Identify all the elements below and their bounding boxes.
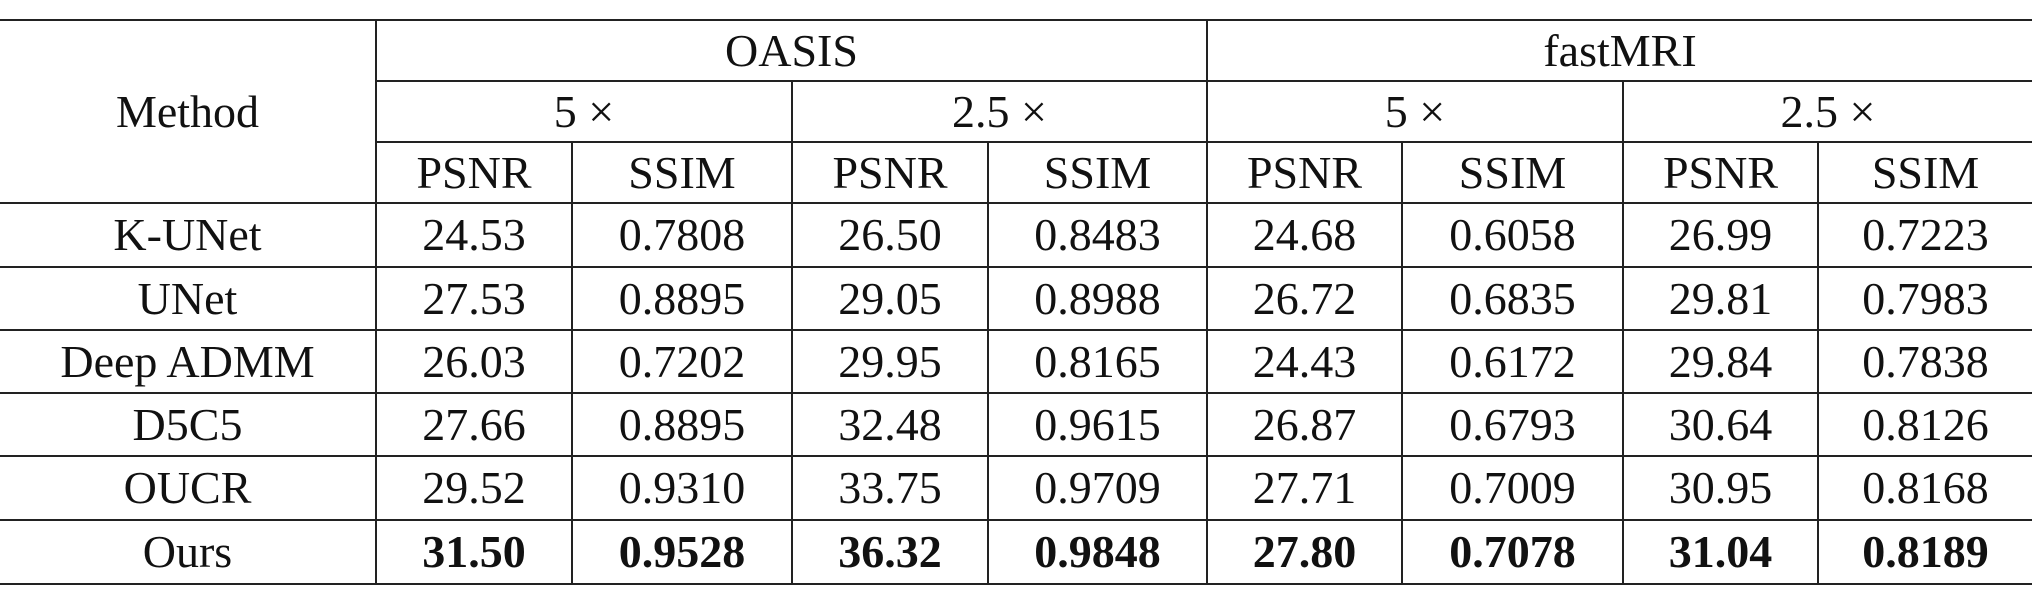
method-header: Method: [0, 19, 377, 204]
metric-value: 0.8165: [987, 329, 1208, 394]
table-row: D5C5 27.66 0.8895 32.48 0.9615 26.87 0.6793 30.…: [0, 392, 2032, 457]
metric-value: 0.9615: [987, 392, 1208, 457]
dataset-header: OASIS: [375, 19, 1208, 82]
method-name: Ours: [0, 519, 377, 585]
metric-value: 0.6793: [1401, 392, 1624, 457]
metric-header: PSNR: [1622, 141, 1819, 204]
metric-header: PSNR: [791, 141, 989, 204]
metric-value: 29.52: [375, 455, 573, 521]
table-row: K-UNet 24.53 0.7808 26.50 0.8483 24.68 0.6058 2…: [0, 202, 2032, 268]
metric-value: 36.32: [791, 519, 989, 585]
metric-value: 0.7223: [1816, 202, 2032, 268]
metric-value: 0.6172: [1401, 329, 1624, 394]
metric-value: 0.8895: [571, 392, 793, 457]
metric-value: 27.53: [375, 266, 573, 331]
metric-value: 31.50: [375, 519, 573, 585]
table-row: OUCR 29.52 0.9310 33.75 0.9709 27.71 0.7009 30.…: [0, 455, 2032, 521]
metric-value: 0.6058: [1401, 202, 1624, 268]
metric-value: 0.9310: [571, 455, 793, 521]
metric-value: 26.03: [375, 329, 573, 394]
rate-header: 2.5 ×: [791, 80, 1208, 143]
metric-value: 31.04: [1622, 519, 1819, 585]
metric-value: 0.8483: [987, 202, 1208, 268]
method-name: D5C5: [0, 392, 377, 457]
metric-value: 0.8988: [987, 266, 1208, 331]
metric-header: SSIM: [1816, 141, 2032, 204]
metric-value: 27.80: [1206, 519, 1403, 585]
table-row: Method OASIS fastMRI: [0, 19, 2032, 204]
method-name: OUCR: [0, 455, 377, 521]
method-name: Deep ADMM: [0, 329, 377, 394]
metric-header: PSNR: [375, 141, 573, 204]
metric-value: 0.8189: [1816, 519, 2032, 585]
rate-header: 5 ×: [375, 80, 793, 143]
metric-value: 26.87: [1206, 392, 1403, 457]
table-row: PSNR SSIM PSNR SSIM PSNR SSIM PSNR SSIM: [0, 141, 2032, 204]
metric-value: 0.7808: [571, 202, 793, 268]
rate-header: 2.5 ×: [1621, 80, 2032, 143]
metric-value: 0.8168: [1816, 455, 2032, 521]
metric-value: 0.9709: [987, 455, 1208, 521]
method-name: K-UNet: [0, 202, 377, 268]
metric-value: 0.7202: [571, 329, 793, 394]
table-row: 5 × 2.5 × 5 × 2.5 ×: [0, 80, 2032, 143]
metric-value: 30.95: [1622, 455, 1819, 521]
metric-value: 0.8895: [571, 266, 793, 331]
metric-value: 0.7009: [1401, 455, 1624, 521]
metric-value: 0.8126: [1816, 392, 2032, 457]
metric-value: 33.75: [791, 455, 989, 521]
metric-value: 30.64: [1622, 392, 1819, 457]
metric-header: PSNR: [1206, 141, 1403, 204]
rate-header: 5 ×: [1206, 80, 1624, 143]
metric-value: 26.50: [791, 202, 989, 268]
table-row: Deep ADMM 26.03 0.7202 29.95 0.8165 24.43 0.61…: [0, 329, 2032, 394]
metric-header: SSIM: [1401, 141, 1624, 204]
metric-value: 29.05: [791, 266, 989, 331]
results-table: Method OASIS fastMRI 5 × 2.5 × 5 × 2.5 × PSNR SS…: [0, 19, 2032, 585]
method-name: UNet: [0, 266, 377, 331]
metric-value: 0.7078: [1401, 519, 1624, 585]
metric-value: 0.9848: [987, 519, 1208, 585]
metric-value: 26.72: [1206, 266, 1403, 331]
metric-value: 24.43: [1206, 329, 1403, 394]
metric-value: 29.95: [791, 329, 989, 394]
metric-header: SSIM: [987, 141, 1208, 204]
table-row: UNet 27.53 0.8895 29.05 0.8988 26.72 0.6835 29.…: [0, 266, 2032, 331]
results-table-container: Method OASIS fastMRI 5 × 2.5 × 5 × 2.5 × PSNR SS…: [0, 19, 2032, 585]
metric-value: 26.99: [1622, 202, 1819, 268]
metric-value: 27.71: [1206, 455, 1403, 521]
metric-value: 29.81: [1622, 266, 1819, 331]
metric-value: 24.68: [1206, 202, 1403, 268]
metric-value: 0.6835: [1401, 266, 1624, 331]
metric-value: 0.7983: [1816, 266, 2032, 331]
table-row: Ours 31.50 0.9528 36.32 0.9848 27.80 0.7078 31.…: [0, 519, 2032, 585]
metric-value: 27.66: [375, 392, 573, 457]
metric-value: 0.7838: [1816, 329, 2032, 394]
metric-value: 0.9528: [571, 519, 793, 585]
metric-value: 32.48: [791, 392, 989, 457]
dataset-header: fastMRI: [1205, 19, 2032, 82]
metric-value: 29.84: [1622, 329, 1819, 394]
metric-value: 24.53: [375, 202, 573, 268]
metric-header: SSIM: [571, 141, 793, 204]
